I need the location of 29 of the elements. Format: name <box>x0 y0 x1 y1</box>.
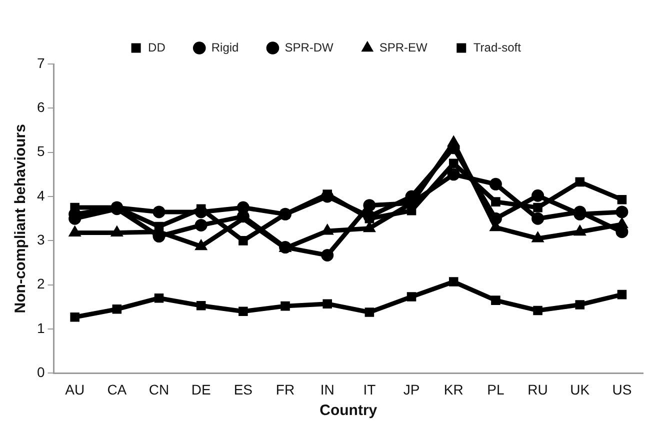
legend-label: SPR-EW <box>379 40 428 54</box>
x-tick-label: IN <box>320 381 334 398</box>
y-tick-label: 1 <box>36 320 45 336</box>
y-tick-label: 7 <box>36 54 45 71</box>
x-tick-label: ES <box>234 381 253 398</box>
x-tick-label: CA <box>107 381 128 398</box>
y-tick-label: 3 <box>36 232 45 248</box>
y-tick-label: 6 <box>36 99 45 116</box>
x-tick-label: IT <box>363 381 376 398</box>
legend-label: DD <box>148 40 166 54</box>
x-tick-label: CN <box>148 381 170 398</box>
y-tick-label: 2 <box>36 276 45 292</box>
x-tick-label: AU <box>65 381 85 398</box>
x-tick-label: US <box>612 381 632 398</box>
legend-label: SPR-DW <box>284 40 334 54</box>
x-tick-label: FR <box>276 381 295 398</box>
x-axis-title: Country <box>320 402 378 420</box>
x-tick-label: JP <box>403 381 420 398</box>
x-tick-label: KR <box>444 381 464 398</box>
y-axis-title: Non-compliant behaviours <box>12 124 30 314</box>
legend-label: Trad-soft <box>473 40 522 54</box>
x-tick-label: UK <box>570 381 590 398</box>
y-tick-label: 5 <box>36 143 45 160</box>
y-tick-label: 0 <box>36 364 45 380</box>
y-tick-label: 4 <box>36 187 45 204</box>
x-tick-label: DE <box>191 381 211 398</box>
x-tick-label: PL <box>487 381 504 398</box>
legend-label: Rigid <box>211 40 239 54</box>
x-tick-label: RU <box>528 381 548 398</box>
